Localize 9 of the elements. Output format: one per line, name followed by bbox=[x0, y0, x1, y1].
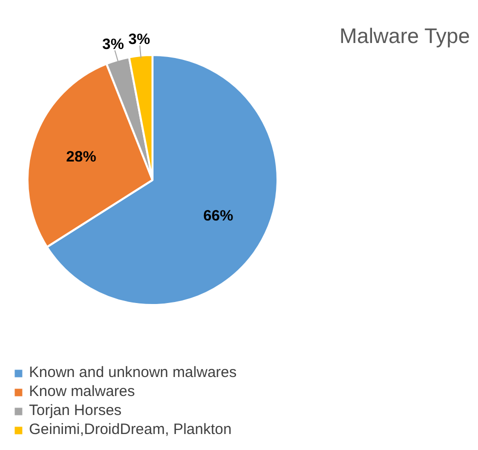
data-label: 66% bbox=[203, 208, 234, 225]
text: Malware Type bbox=[340, 24, 470, 48]
legend-label: Known and unknown malwares bbox=[29, 364, 237, 381]
data-label: 3% bbox=[102, 36, 124, 53]
data-label: 3% bbox=[128, 30, 150, 48]
data-label: 28% bbox=[66, 148, 96, 166]
legend-label: Geinimi,DroidDream, Plankton bbox=[29, 421, 232, 438]
legend-label: Know malwares bbox=[29, 383, 135, 400]
legend-label: Torjan Horses bbox=[29, 402, 122, 419]
